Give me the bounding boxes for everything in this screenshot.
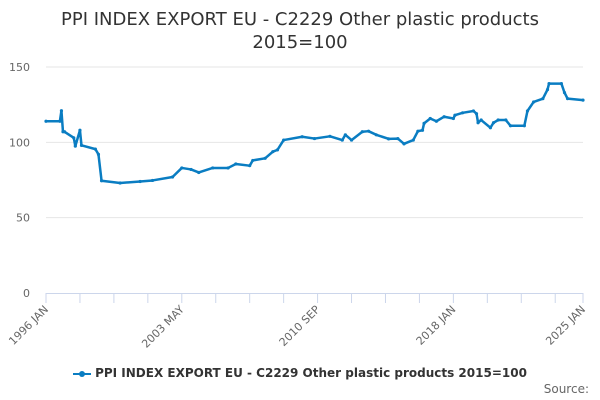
data-point [461,111,465,115]
data-point [150,178,155,183]
data-point [312,136,317,141]
data-point [471,109,476,113]
data-point [416,129,420,133]
data-point [491,121,496,125]
data-point [504,118,508,122]
data-point [118,181,122,185]
y-tick-label: 50 [16,212,30,225]
x-axis: 1996 JAN 2003 MAY 2010 SEP 2018 JAN 2025 JAN [6,293,588,351]
data-point [72,136,76,140]
data-point [508,124,513,128]
x-tick-label: 2025 JAN [543,303,588,348]
data-point [96,152,101,156]
data-point [386,137,391,141]
data-point [422,121,426,125]
y-tick-label: 0 [23,287,30,300]
data-point [282,138,286,142]
data-point [547,81,551,86]
data-point [248,164,252,168]
data-point [226,166,230,170]
data-point [420,128,425,132]
data-point [170,175,175,179]
data-point [559,81,563,86]
data-point [59,109,64,113]
data-point [476,121,480,125]
data-point [396,136,400,141]
data-point [402,142,406,146]
data-point [434,119,439,123]
series-line [44,81,585,185]
data-point [251,158,255,163]
gridlines [46,66,583,219]
chart-subtitle: 2015=100 [252,32,348,53]
x-tick-label: 2003 MAY [139,303,187,351]
data-point [211,166,215,170]
data-point [349,138,354,142]
data-point [545,88,550,92]
data-point [442,115,446,119]
data-point [300,135,304,139]
data-point [451,116,455,121]
data-point [374,133,378,137]
data-point [271,150,275,154]
data-point [79,143,84,147]
data-point [275,148,280,152]
data-point [474,112,479,116]
data-point [328,134,332,138]
data-point [234,162,238,166]
legend[interactable]: PPI INDEX EXPORT EU - C2229 Other plasti… [0,366,600,380]
legend-label: PPI INDEX EXPORT EU - C2229 Other plasti… [95,366,527,380]
data-point [496,118,500,122]
x-tick-label: 2010 SEP [277,303,323,349]
data-point [99,179,104,183]
legend-swatch [73,369,92,379]
source-label[interactable]: Source: [543,382,589,396]
data-point [488,126,493,130]
data-point [581,98,585,102]
data-point [340,138,344,142]
chart-title-main: PPI INDEX EXPORT EU - C2229 Other plasti… [61,9,539,30]
chart-title: PPI INDEX EXPORT EU - C2229 Other plasti… [0,8,600,54]
data-point [366,129,371,133]
data-point [78,128,82,132]
y-axis: 0 50 100 150 [9,61,30,300]
data-point [522,124,526,128]
data-point [73,144,77,148]
data-point [532,100,536,104]
data-point [479,118,483,122]
y-tick-label: 150 [9,61,30,74]
data-point [263,156,267,160]
data-point [138,179,142,184]
data-point [525,109,530,113]
data-point [58,119,62,123]
x-tick-label: 2018 JAN [414,303,459,348]
data-point [562,91,567,95]
data-point [428,116,432,121]
data-point [411,138,415,142]
data-point [343,133,347,137]
data-point [62,130,67,134]
data-point [189,167,193,172]
data-point [565,97,570,101]
data-point [541,97,545,101]
data-point [44,119,48,123]
data-point [180,166,184,170]
series-path [46,82,584,185]
data-point [453,113,457,117]
data-point [197,170,201,175]
y-tick-label: 100 [9,136,30,149]
data-point [360,130,364,134]
x-tick-label: 1996 JAN [6,303,51,348]
data-point [93,147,97,151]
